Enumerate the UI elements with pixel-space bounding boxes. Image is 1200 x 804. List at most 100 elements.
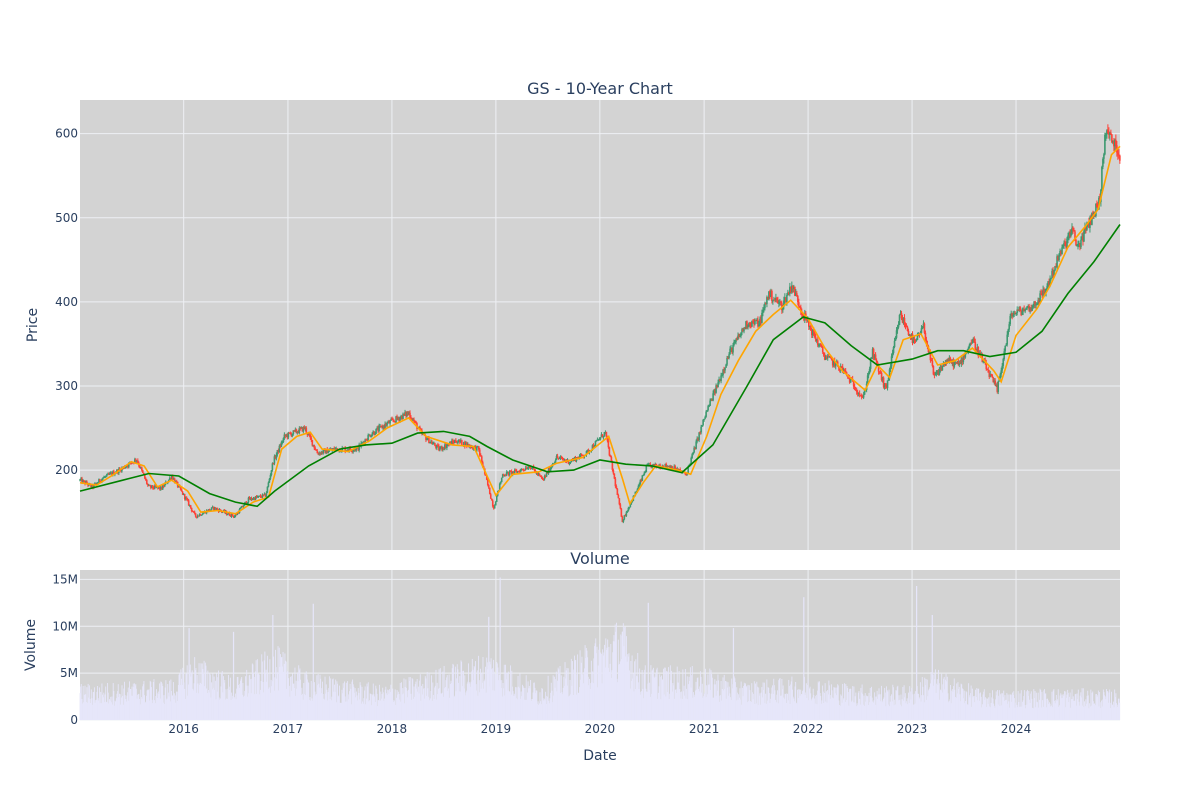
candle-body [194,513,197,517]
candle-body [705,411,707,417]
candle-body [1036,303,1038,305]
candle-body [364,439,366,444]
candle-body [295,429,298,433]
candle-body [92,484,94,488]
candle-body [630,501,633,505]
candle-body [1117,152,1119,155]
candle-body [711,399,713,401]
candle-body [208,509,211,511]
candle-body [702,419,704,426]
candle-body [780,301,782,303]
candle-body [231,513,234,517]
candle-body [533,468,536,472]
candle-body [96,483,98,485]
candle-body [490,498,493,501]
candle-body [741,329,743,333]
candle-body [766,297,768,305]
candle-body [882,377,885,387]
candle-body [627,508,630,512]
candle-body [969,342,972,346]
candle-body [798,302,800,307]
candle-body [758,324,760,327]
candle-body [1079,243,1081,248]
candle-body [216,508,219,510]
candle-body [1023,309,1025,312]
candle-body [1062,244,1064,248]
candle-body [406,412,408,416]
candle-body [704,416,706,419]
x-tick-label: 2016 [168,722,199,736]
candle-body [916,334,919,340]
candle-body [344,447,346,452]
candle-body [1052,271,1054,275]
candle-body [1118,154,1120,156]
candle-body [755,319,757,321]
candle-body [400,415,402,418]
candle-body [357,447,359,451]
candle-body [1006,334,1008,345]
candle-body [180,489,183,492]
candle-body [258,495,261,497]
candle-body [1080,239,1082,248]
candle-body [93,484,95,488]
candle-body [1029,307,1031,311]
candle-body [828,356,831,358]
candle-body [977,347,980,357]
candle-body [1012,314,1014,317]
candle-body [202,512,205,514]
candle-body [437,444,439,446]
candle-body [717,382,719,388]
candle-body [623,515,626,520]
candle-body [557,457,560,459]
candle-body [213,507,216,510]
candle-body [374,433,376,435]
candle-body [669,465,672,469]
candle-body [1086,222,1088,230]
candle-body [162,485,165,487]
candle-body [954,362,957,364]
candle-body [888,369,891,378]
candle-body [885,386,888,388]
candle-body [1068,233,1070,236]
candle-body [522,469,525,471]
candle-body [1057,256,1059,261]
price-tick-label: 600 [55,127,78,141]
candle-body [585,451,588,455]
volume-axis-title: Volume [23,619,39,671]
candle-body [1001,365,1004,371]
candle-body [1069,233,1071,236]
candle-body [586,450,589,452]
candle-body [553,462,556,464]
candle-body [95,483,97,485]
candle-body [896,327,899,331]
candle-body [396,416,398,419]
candle-body [399,417,401,421]
candle-body [87,484,89,486]
candle-body [435,445,437,448]
candle-body [429,441,431,444]
candle-body [268,478,271,483]
candle-body [354,449,356,451]
candle-body [909,334,912,338]
candle-body [353,449,355,451]
candle-body [816,339,819,346]
candle-body [1048,281,1050,285]
candle-body [764,303,766,309]
candle-body [127,465,129,467]
candle-body [990,373,993,375]
candle-body [996,384,999,392]
candle-body [197,515,200,517]
candle-body [999,374,1002,379]
candle-body [1082,236,1084,242]
candle-body [214,507,217,510]
candle-body [694,447,696,449]
candle-body [227,512,230,515]
candle-body [1019,307,1021,312]
candle-body [1034,301,1036,305]
candle-body [371,434,373,437]
candle-body [542,479,545,481]
candle-body [1005,344,1008,346]
candle-body [530,468,533,470]
candle-body [1014,312,1016,314]
candle-body [499,482,502,484]
